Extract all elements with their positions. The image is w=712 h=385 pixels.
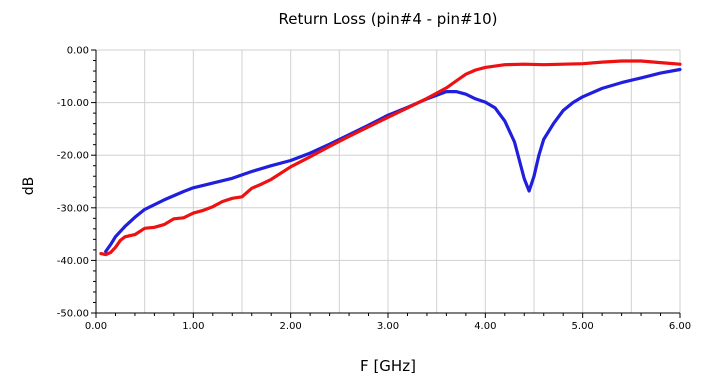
- chart-title: Return Loss (pin#4 - pin#10): [278, 10, 498, 28]
- x-tick-label: 5.00: [572, 321, 594, 332]
- tick-labels: 0.00 1.00 2.00 3.00 4.00 5.00 6.00 0.00 -10.00 -2…: [57, 46, 691, 333]
- series-line-1: [104, 67, 682, 254]
- axes: [91, 49, 681, 318]
- y-tick-label: -20.00: [57, 151, 89, 162]
- x-tick-label: 3.00: [377, 321, 399, 332]
- series: [99, 59, 682, 257]
- y-tick-label: -30.00: [57, 203, 89, 214]
- x-tick-label: 2.00: [280, 321, 302, 332]
- x-tick-label: 6.00: [669, 321, 691, 332]
- y-tick-label: -10.00: [57, 98, 89, 109]
- x-tick-label: 0.00: [85, 321, 107, 332]
- grid: [95, 49, 681, 314]
- y-tick-label: -50.00: [57, 309, 89, 320]
- x-tick-label: 1.00: [182, 321, 204, 332]
- series-line-2: [99, 59, 682, 257]
- y-tick-label: -40.00: [57, 256, 89, 267]
- x-tick-label: 4.00: [474, 321, 496, 332]
- x-axis-label: F [GHz]: [360, 357, 416, 375]
- y-tick-label: 0.00: [67, 46, 89, 57]
